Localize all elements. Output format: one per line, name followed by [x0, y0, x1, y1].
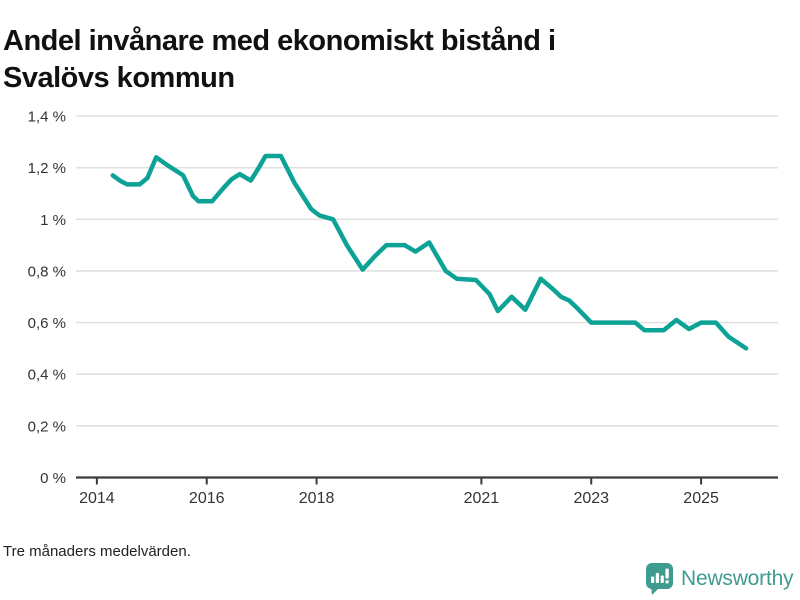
chart-footnote: Tre månaders medelvärden. [3, 543, 191, 560]
chart-title-line1: Andel invånare med ekonomiskt bistånd i [3, 25, 556, 58]
x-tick-label: 2016 [189, 490, 225, 507]
x-tick-label: 2025 [683, 490, 719, 507]
x-tick-label: 2021 [464, 490, 500, 507]
y-tick-label: 0,2 % [28, 418, 66, 435]
x-tick-label: 2014 [79, 490, 115, 507]
x-tick-label: 2018 [299, 490, 335, 507]
y-tick-label: 0,6 % [28, 315, 66, 332]
y-tick-label: 0,4 % [28, 367, 66, 384]
newsworthy-icon [646, 563, 673, 595]
y-tick-label: 1 % [40, 212, 66, 229]
y-tick-label: 1,4 % [28, 109, 66, 126]
y-tick-label: 0 % [40, 470, 66, 487]
y-tick-label: 0,8 % [28, 263, 66, 280]
chart-title: Andel invånare med ekonomiskt bistånd i … [3, 23, 783, 97]
newsworthy-logo: Newsworthy [645, 562, 794, 595]
y-tick-label: 1,2 % [28, 160, 66, 177]
newsworthy-wordmark: Newsworthy [681, 566, 794, 590]
x-tick-label: 2023 [573, 490, 609, 507]
chart-title-line2: Svalövs kommun [3, 62, 235, 95]
data-line [110, 153, 749, 351]
